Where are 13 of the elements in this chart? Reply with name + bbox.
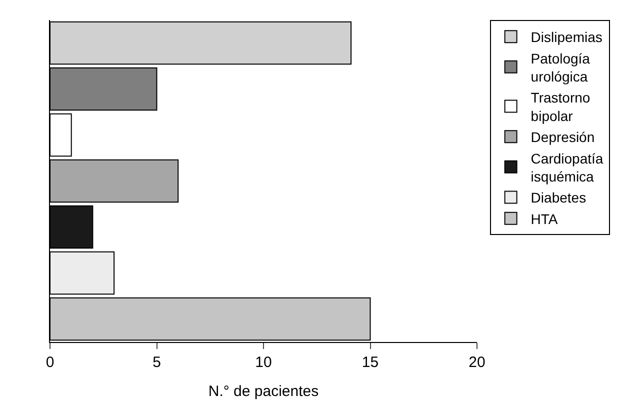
x-tick-label: 20 (468, 354, 486, 371)
legend-label: Cardiopatía isquémica (530, 150, 604, 184)
x-tick-label: 0 (46, 354, 54, 371)
x-axis-title: N.° de pacientes (208, 383, 319, 400)
x-tick-label: 10 (255, 354, 272, 371)
x-tick-label: 5 (152, 354, 161, 371)
x-tick-label: 15 (362, 354, 379, 371)
legend-label: Depresión (530, 129, 595, 146)
legend-label: Diabetes (530, 190, 586, 206)
legend-label: Patología urológica (530, 50, 590, 84)
legend-label: Trastorno bipolar (530, 90, 590, 124)
legend-label: HTA (530, 210, 558, 227)
legend-label: Dislipemias (530, 29, 602, 46)
